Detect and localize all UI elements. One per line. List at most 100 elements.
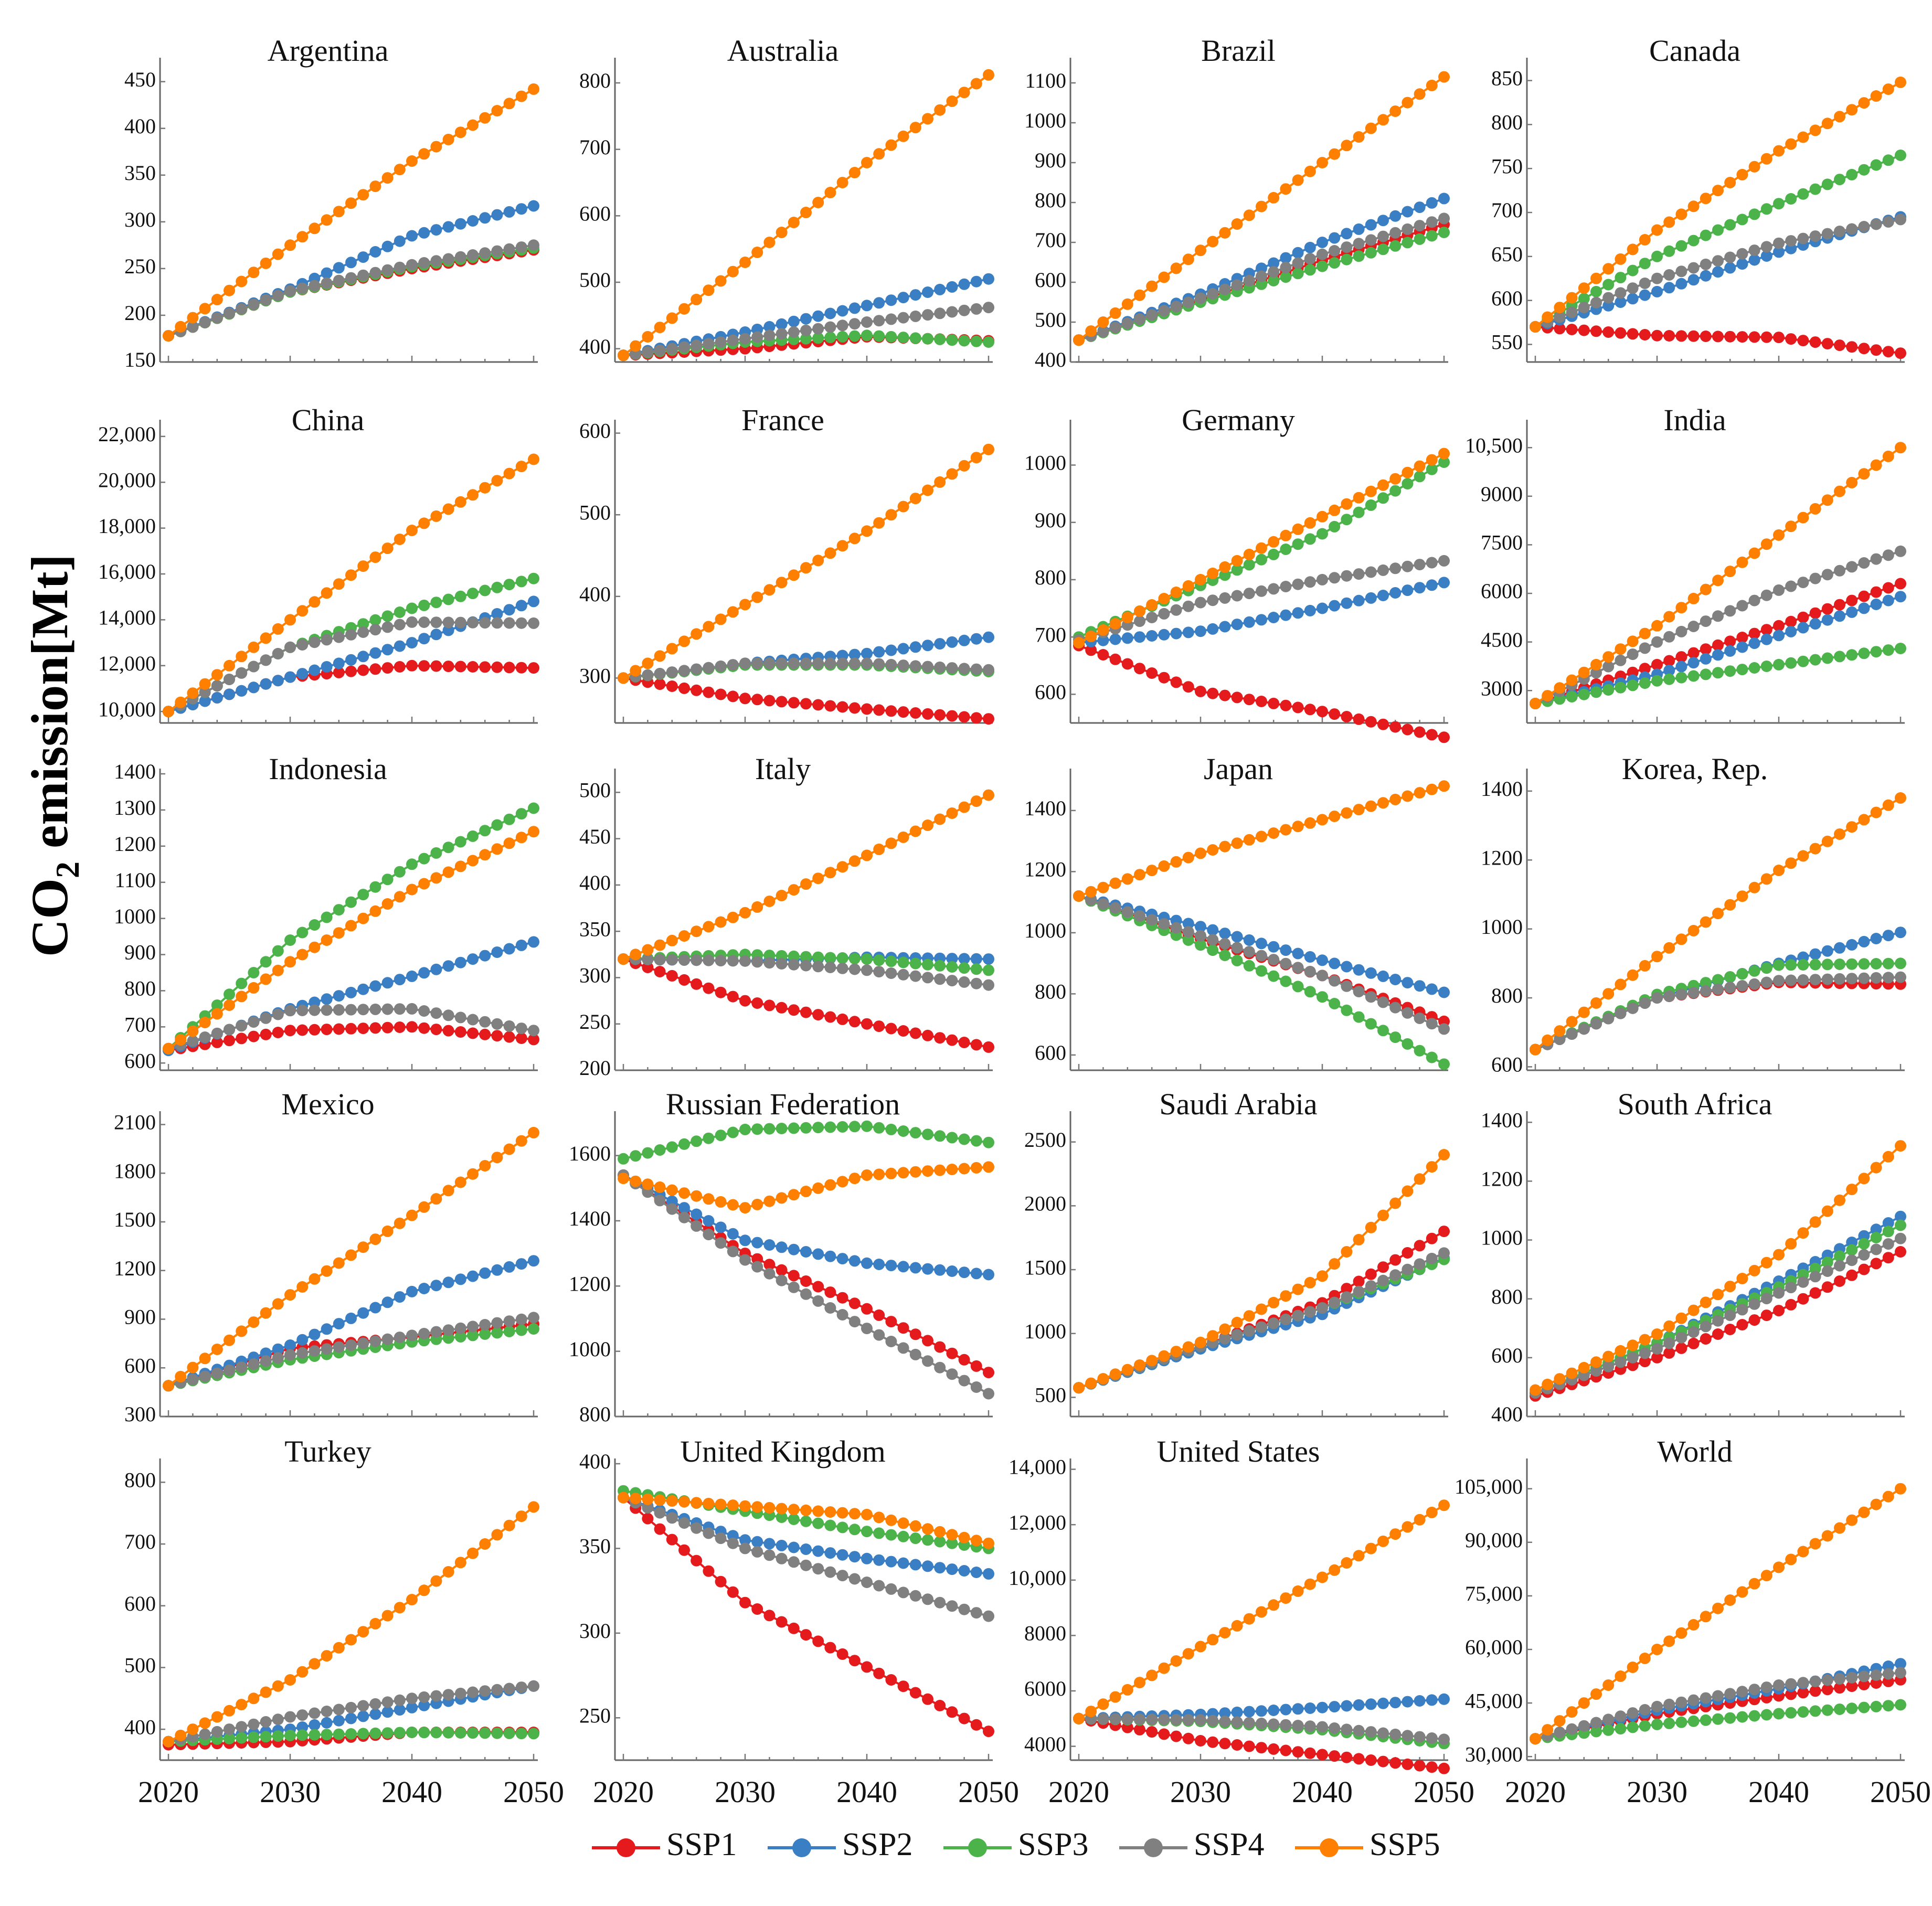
data-point bbox=[248, 267, 260, 279]
data-point bbox=[321, 587, 333, 599]
series-ssp5 bbox=[163, 83, 539, 342]
data-point bbox=[1414, 233, 1426, 245]
y-tick-label: 550 bbox=[1491, 331, 1523, 354]
data-point bbox=[309, 919, 321, 931]
data-point bbox=[848, 1316, 861, 1328]
data-point bbox=[776, 1002, 788, 1014]
data-point bbox=[1566, 1028, 1578, 1040]
data-point bbox=[1256, 585, 1267, 597]
data-point bbox=[381, 644, 394, 656]
data-point bbox=[1773, 198, 1785, 210]
y-tick-label: 1000 bbox=[1024, 919, 1066, 942]
y-tick-label: 7500 bbox=[1481, 531, 1523, 555]
data-point bbox=[836, 1507, 848, 1519]
data-point bbox=[224, 1334, 235, 1346]
data-point bbox=[1834, 828, 1845, 840]
data-point bbox=[800, 1246, 812, 1258]
data-point bbox=[1085, 1377, 1097, 1389]
data-point bbox=[1292, 1703, 1304, 1715]
data-point bbox=[1821, 652, 1833, 664]
series-ssp5 bbox=[1073, 1149, 1450, 1394]
data-point bbox=[1304, 817, 1316, 829]
data-point bbox=[678, 665, 690, 677]
data-point bbox=[284, 1674, 296, 1686]
data-point bbox=[1414, 582, 1426, 594]
data-point bbox=[1821, 1265, 1833, 1277]
data-point bbox=[406, 1285, 418, 1297]
data-point bbox=[1292, 1283, 1304, 1295]
data-point bbox=[1317, 528, 1328, 540]
data-point bbox=[1182, 626, 1194, 638]
data-point bbox=[934, 661, 946, 673]
data-point bbox=[333, 657, 345, 669]
y-tick-label: 200 bbox=[579, 1056, 611, 1080]
data-point bbox=[163, 1042, 174, 1055]
data-point bbox=[1846, 1254, 1858, 1266]
data-point bbox=[763, 999, 776, 1011]
data-point bbox=[1377, 970, 1389, 982]
data-point bbox=[873, 1527, 885, 1539]
data-point bbox=[946, 1368, 958, 1380]
data-point bbox=[1700, 985, 1712, 997]
data-point bbox=[1329, 520, 1341, 533]
data-point bbox=[1700, 270, 1712, 282]
data-point bbox=[946, 662, 958, 674]
data-point bbox=[1870, 1498, 1882, 1510]
data-point bbox=[430, 597, 442, 609]
data-point bbox=[1821, 973, 1833, 985]
y-axis-label-main: CO bbox=[20, 878, 79, 957]
data-point bbox=[381, 1706, 394, 1718]
data-point bbox=[1292, 1309, 1304, 1322]
data-point bbox=[333, 904, 345, 916]
data-point bbox=[454, 1322, 466, 1334]
data-point bbox=[1207, 1330, 1219, 1342]
data-point bbox=[897, 1680, 909, 1692]
data-point bbox=[861, 1257, 873, 1269]
data-point bbox=[848, 1121, 861, 1133]
data-point bbox=[934, 476, 946, 488]
data-point bbox=[381, 662, 394, 674]
data-point bbox=[1304, 604, 1316, 616]
data-point bbox=[1195, 921, 1206, 933]
data-point bbox=[1268, 536, 1280, 548]
data-point bbox=[515, 203, 527, 215]
data-point bbox=[958, 460, 970, 472]
data-point bbox=[1292, 268, 1304, 280]
data-point bbox=[946, 961, 958, 973]
data-point bbox=[1109, 653, 1121, 665]
data-point bbox=[1219, 938, 1231, 950]
data-point bbox=[1365, 1221, 1377, 1233]
data-point bbox=[1341, 980, 1353, 992]
data-point bbox=[800, 1629, 812, 1641]
data-point bbox=[873, 658, 885, 670]
data-point bbox=[1280, 252, 1292, 264]
data-point bbox=[1438, 212, 1450, 225]
data-point bbox=[848, 1508, 861, 1520]
data-point bbox=[630, 665, 642, 677]
data-point bbox=[1846, 606, 1858, 618]
data-point bbox=[1566, 1723, 1578, 1735]
data-point bbox=[1402, 584, 1414, 597]
y-tick-label: 600 bbox=[1491, 1344, 1523, 1367]
data-point bbox=[715, 1237, 727, 1249]
data-point bbox=[776, 890, 788, 901]
series-ssp4 bbox=[163, 239, 539, 342]
data-point bbox=[1365, 1268, 1377, 1280]
data-point bbox=[678, 1187, 690, 1199]
data-point bbox=[1207, 924, 1219, 936]
panel-title: France bbox=[741, 403, 824, 437]
data-point bbox=[1292, 523, 1304, 535]
data-point bbox=[1317, 260, 1328, 272]
data-point bbox=[1438, 731, 1450, 743]
data-point bbox=[1736, 1711, 1748, 1723]
data-point bbox=[763, 657, 776, 669]
data-point bbox=[1219, 621, 1231, 633]
data-point bbox=[848, 1255, 861, 1267]
data-point bbox=[442, 1332, 454, 1344]
data-point bbox=[369, 614, 381, 626]
data-point bbox=[848, 1573, 861, 1585]
data-point bbox=[1882, 930, 1894, 942]
y-tick-label: 400 bbox=[579, 871, 611, 895]
data-point bbox=[1219, 840, 1231, 853]
data-point bbox=[1207, 288, 1219, 300]
